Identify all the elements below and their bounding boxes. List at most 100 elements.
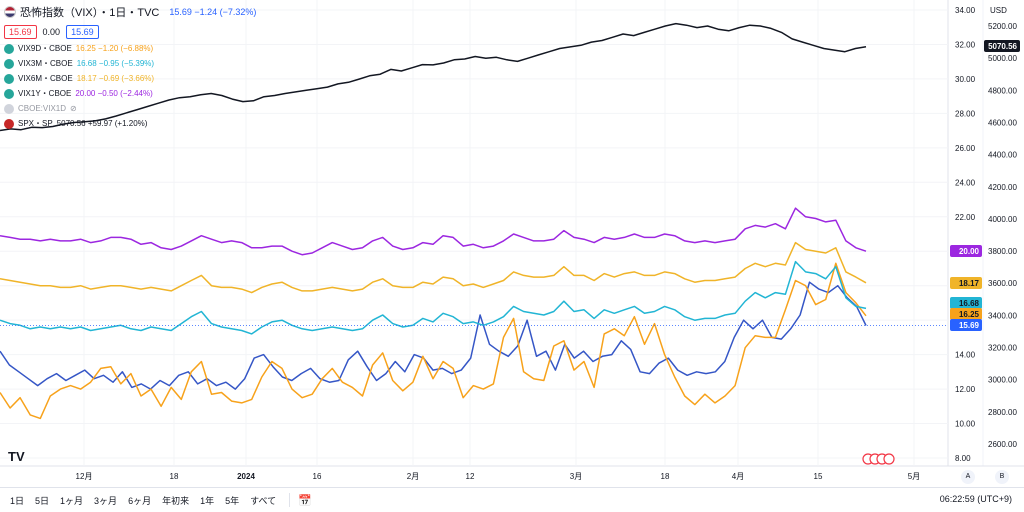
symbol-summary: 15.69 −1.24 (−7.32%) [169,7,257,17]
hidden-eye-icon[interactable]: ⊘ [70,104,77,113]
range-button[interactable]: 5日 [35,495,50,506]
symbol-title[interactable]: 恐怖指数（VIX）・1日・TVC [20,7,160,19]
time-tick: 16 [313,472,322,481]
price-badge-label: 16.25 [959,310,980,319]
right-price-tick: 2800.00 [988,408,1017,417]
left-price-tick: 12.00 [955,385,976,394]
range-button[interactable]: 3ヶ月 [94,495,118,506]
left-price-tick: 10.00 [955,420,976,429]
time-tick: 12 [466,472,475,481]
right-price-tick: 4000.00 [988,215,1017,224]
series-name: VIX1Y・CBOE [18,89,72,98]
left-price-tick: 24.00 [955,178,976,187]
right-price-tick: 5200.00 [988,22,1017,31]
left-price-tick: 32.00 [955,40,976,49]
right-price-tick: 5000.00 [988,54,1017,63]
series-value: 5070.56 +59.97 (+1.20%) [56,119,148,128]
range-button[interactable]: 5年 [225,495,240,506]
left-price-tick: 26.00 [955,144,976,153]
time-tick: 2024 [237,472,255,481]
main-symbol-row[interactable]: 恐怖指数（VIX）・1日・TVC 15.69 −1.24 (−7.32%) [4,4,364,20]
price-badge-label: 16.68 [959,299,980,308]
legend-series-row[interactable]: VIX1Y・CBOE 20.00 −0.50 (−2.44%) [4,87,364,100]
price-box-row: 15.69 0.00 15.69 [4,24,364,40]
range-button[interactable]: すべて [250,495,277,506]
price-badge [950,277,982,289]
series-value: 20.00 −0.50 (−2.44%) [75,89,153,98]
right-price-tick: 4400.00 [988,151,1017,160]
spread-value: 0.00 [42,27,61,37]
price-badge-label: 15.69 [959,321,980,330]
price-badge [950,319,982,331]
legend-series-row[interactable]: VIX3M・CBOE 16.68 −0.95 (−5.39%) [4,57,364,70]
legend-series-row[interactable]: SPX・SP 5070.56 +59.97 (+1.20%) [4,117,364,130]
right-price-tick: 2600.00 [988,440,1017,449]
series-name: VIX9D・CBOE [18,44,72,53]
series-logo-icon [4,103,14,114]
time-tick: 5月 [908,472,920,481]
series-layer [0,22,948,420]
right-price-tick: 4600.00 [988,118,1017,127]
series-value: 16.68 −0.95 (−5.39%) [76,59,155,68]
bottom-toolbar: 1日 5日 1ヶ月 3ヶ月 6ヶ月 年初来 1年 5年 すべて 📅 06:22:59 (UTC+… [0,487,1024,512]
series-line-vix [0,281,867,390]
range-button[interactable]: 6ヶ月 [128,495,152,506]
right-price-tick: 4800.00 [988,86,1017,95]
left-price-tick: 14.00 [955,351,976,360]
range-buttons: 1日 5日 1ヶ月 3ヶ月 6ヶ月 年初来 1年 5年 すべて [10,494,287,507]
grid [0,0,1024,487]
series-line-vix6m [0,241,867,294]
currency-label[interactable]: USD [990,6,1007,15]
series-value: 16.25 −1.20 (−6.88%) [75,44,154,53]
time-tick: 2月 [407,472,419,481]
time-tick: 18 [661,472,670,481]
left-price-tick: 30.00 [955,75,976,84]
legend: 恐怖指数（VIX）・1日・TVC 15.69 −1.24 (−7.32%) 15… [4,4,364,130]
range-button[interactable]: 1日 [10,495,25,506]
price-badge [950,245,982,257]
series-name: VIX3M・CBOE [18,59,73,68]
legend-series-row[interactable]: CBOE:VIX1D ⊘ [4,102,364,115]
price-badge [950,308,982,320]
badge-layer: 5070.56 20.00 18.17 16.68 16.25 15.69 [862,40,1020,465]
series-line-spx [0,22,867,132]
right-price-tick: 3800.00 [988,247,1017,256]
series-name: CBOE:VIX1D [18,104,67,113]
auto-scale-button[interactable]: A [961,470,975,484]
event-flag-icon [883,453,895,465]
left-price-tick: 8.00 [955,454,971,463]
tradingview-logo[interactable]: TV [8,449,25,464]
left-price-tick: 34.00 [955,6,976,15]
price-badge-label: 18.17 [959,279,980,288]
series-value: 18.17 −0.69 (−3.66%) [76,74,155,83]
buy-price-box[interactable]: 15.69 [66,25,99,39]
axis-bg [948,0,1024,487]
series-logo-icon [4,88,14,99]
left-price-tick: 22.00 [955,213,976,222]
price-axis-right: 5200.00 5000.00 4800.00 4600.00 4400.00 4200.… [988,22,1017,449]
series-logo-icon [4,43,14,54]
range-button[interactable]: 1ヶ月 [60,495,84,506]
toolbar-divider [289,493,291,507]
price-badge-label: 5070.56 [988,42,1017,51]
time-tick: 18 [170,472,179,481]
chart-canvas[interactable]: 34.00 32.00 30.00 28.00 26.00 24.00 22.00 20.00… [0,0,1024,487]
time-tick: 15 [814,472,823,481]
legend-series-row[interactable]: VIX6M・CBOE 18.17 −0.69 (−3.66%) [4,72,364,85]
us-flag-icon [4,6,16,18]
series-logo-icon [4,58,14,69]
legend-series-row[interactable]: VIX9D・CBOE 16.25 −1.20 (−6.88%) [4,42,364,55]
range-button[interactable]: 年初来 [162,495,190,506]
series-logo-icon [4,118,14,129]
series-logo-icon [4,73,14,84]
series-line-vix1y [0,207,867,256]
log-scale-button[interactable]: B [995,470,1009,484]
series-line-vix9d [0,262,867,420]
time-axis: 12月 18 2024 16 2月 12 3月 18 4月 15 5月 [76,472,921,481]
right-price-tick: 4200.00 [988,183,1017,192]
range-button[interactable]: 1年 [200,495,215,506]
clock[interactable]: 06:22:59 (UTC+9) [939,494,1012,504]
calendar-goto-icon[interactable]: 📅 [298,494,312,507]
right-price-tick: 3200.00 [988,344,1017,353]
sell-price-box[interactable]: 15.69 [4,25,37,39]
